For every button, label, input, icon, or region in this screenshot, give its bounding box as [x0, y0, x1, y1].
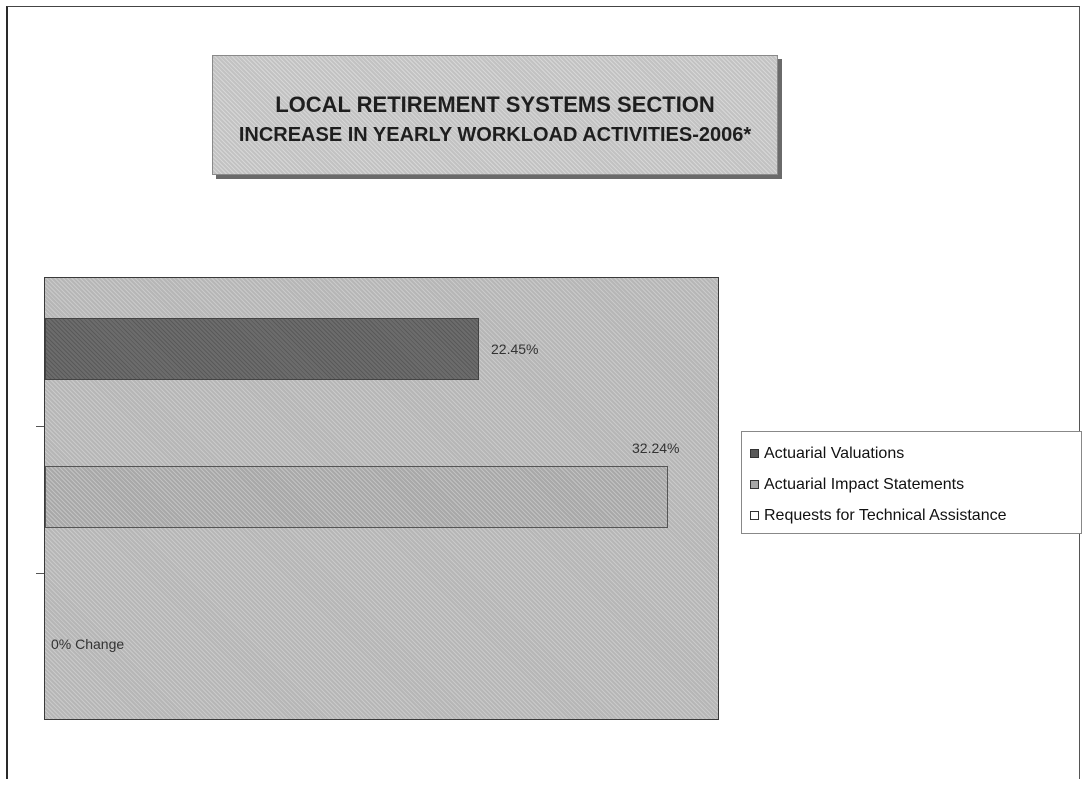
- plot-area: 22.45% 32.24% 0% Change: [36, 277, 719, 720]
- data-label: 0% Change: [51, 636, 125, 652]
- legend-swatch: [750, 480, 759, 489]
- chart-subtitle: INCREASE IN YEARLY WORKLOAD ACTIVITIES-2…: [238, 123, 752, 146]
- chart-title-box: LOCAL RETIREMENT SYSTEMS SECTION INCREAS…: [212, 55, 782, 179]
- legend-swatch: [750, 449, 759, 458]
- chart-title: LOCAL RETIREMENT SYSTEMS SECTION: [275, 91, 715, 117]
- title-panel: LOCAL RETIREMENT SYSTEMS SECTION INCREAS…: [212, 55, 778, 175]
- page-frame: [6, 6, 1080, 779]
- axis-tick: [36, 426, 44, 427]
- data-label: 22.45%: [491, 341, 539, 357]
- legend-item-actuarial-impact-statements: Actuarial Impact Statements: [750, 469, 1075, 500]
- legend-item-requests-technical-assistance: Requests for Technical Assistance: [750, 500, 1075, 531]
- legend-label: Actuarial Impact Statements: [764, 475, 965, 493]
- data-label: 32.24%: [632, 440, 680, 456]
- legend-item-actuarial-valuations: Actuarial Valuations: [750, 438, 1075, 469]
- legend-swatch: [750, 511, 759, 520]
- axis-tick: [36, 573, 44, 574]
- chart-legend: Actuarial Valuations Actuarial Impact St…: [741, 431, 1082, 534]
- bar-actuarial-impact-statements: [45, 466, 668, 528]
- legend-label: Requests for Technical Assistance: [764, 506, 1007, 524]
- bar-actuarial-valuations: [45, 318, 479, 380]
- legend-label: Actuarial Valuations: [764, 444, 905, 462]
